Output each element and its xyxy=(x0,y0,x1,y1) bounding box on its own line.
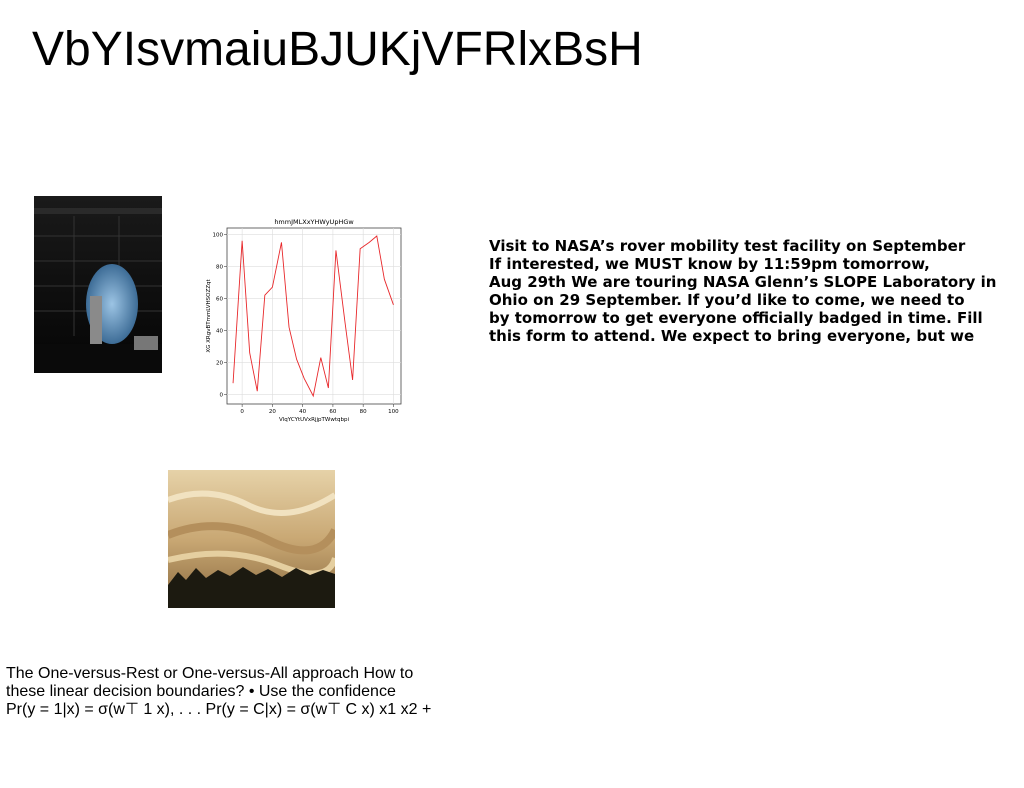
page-title: VbYIsvmaiuBJUKjVFRlxBsH xyxy=(32,23,643,76)
text-line: Pr(y = 1|x) = σ(w⊤ 1 x), . . . Pr(y = C|… xyxy=(6,701,432,718)
text-line: Ohio on 29 September. If you’d like to c… xyxy=(489,291,965,309)
text-line: these linear decision boundaries? • Use … xyxy=(6,683,396,700)
slide-text: The One-versus-Rest or One-versus-All ap… xyxy=(6,665,431,719)
text-line: Visit to NASA’s rover mobility test faci… xyxy=(489,237,966,255)
y-tick-label: 60 xyxy=(216,296,223,302)
x-axis-label: VlqYCYtUVxRjjpTWwtqbpi xyxy=(279,417,349,423)
text-line: The One-versus-Rest or One-versus-All ap… xyxy=(6,665,414,682)
y-axis-label: XG XRgvBTmmLVHSOZZqt xyxy=(206,278,212,352)
text-line: Aug 29th We are touring NASA Glenn’s SLO… xyxy=(489,273,997,291)
x-tick-label: 60 xyxy=(329,409,336,415)
y-tick-label: 100 xyxy=(213,232,224,238)
y-tick-label: 40 xyxy=(216,328,223,334)
chart-title: hmmJMLXxYHWyUpHGw xyxy=(274,218,354,226)
notice-text: Visit to NASA’s rover mobility test faci… xyxy=(489,237,996,345)
text-line: by tomorrow to get everyone officially b… xyxy=(489,309,983,327)
x-tick-label: 20 xyxy=(269,409,276,415)
y-tick-label: 0 xyxy=(220,392,224,398)
x-tick-label: 100 xyxy=(388,409,399,415)
text-line: this form to attend. We expect to bring … xyxy=(489,327,975,345)
y-tick-label: 20 xyxy=(216,360,223,366)
data-line xyxy=(232,235,394,398)
x-tick-label: 80 xyxy=(360,409,367,415)
x-tick-label: 0 xyxy=(240,409,244,415)
text-line: If interested, we MUST know by 11:59pm t… xyxy=(489,255,930,273)
kitchen-photo xyxy=(34,196,162,373)
line-chart: 0 20 40 60 80 100 0 20 40 60 80 100 hmmJMLXxYHWyUpHG… xyxy=(206,218,402,423)
dunes-photo xyxy=(168,470,335,608)
x-tick-label: 40 xyxy=(299,409,306,415)
y-tick-label: 80 xyxy=(216,264,223,270)
plot-area xyxy=(226,227,402,405)
